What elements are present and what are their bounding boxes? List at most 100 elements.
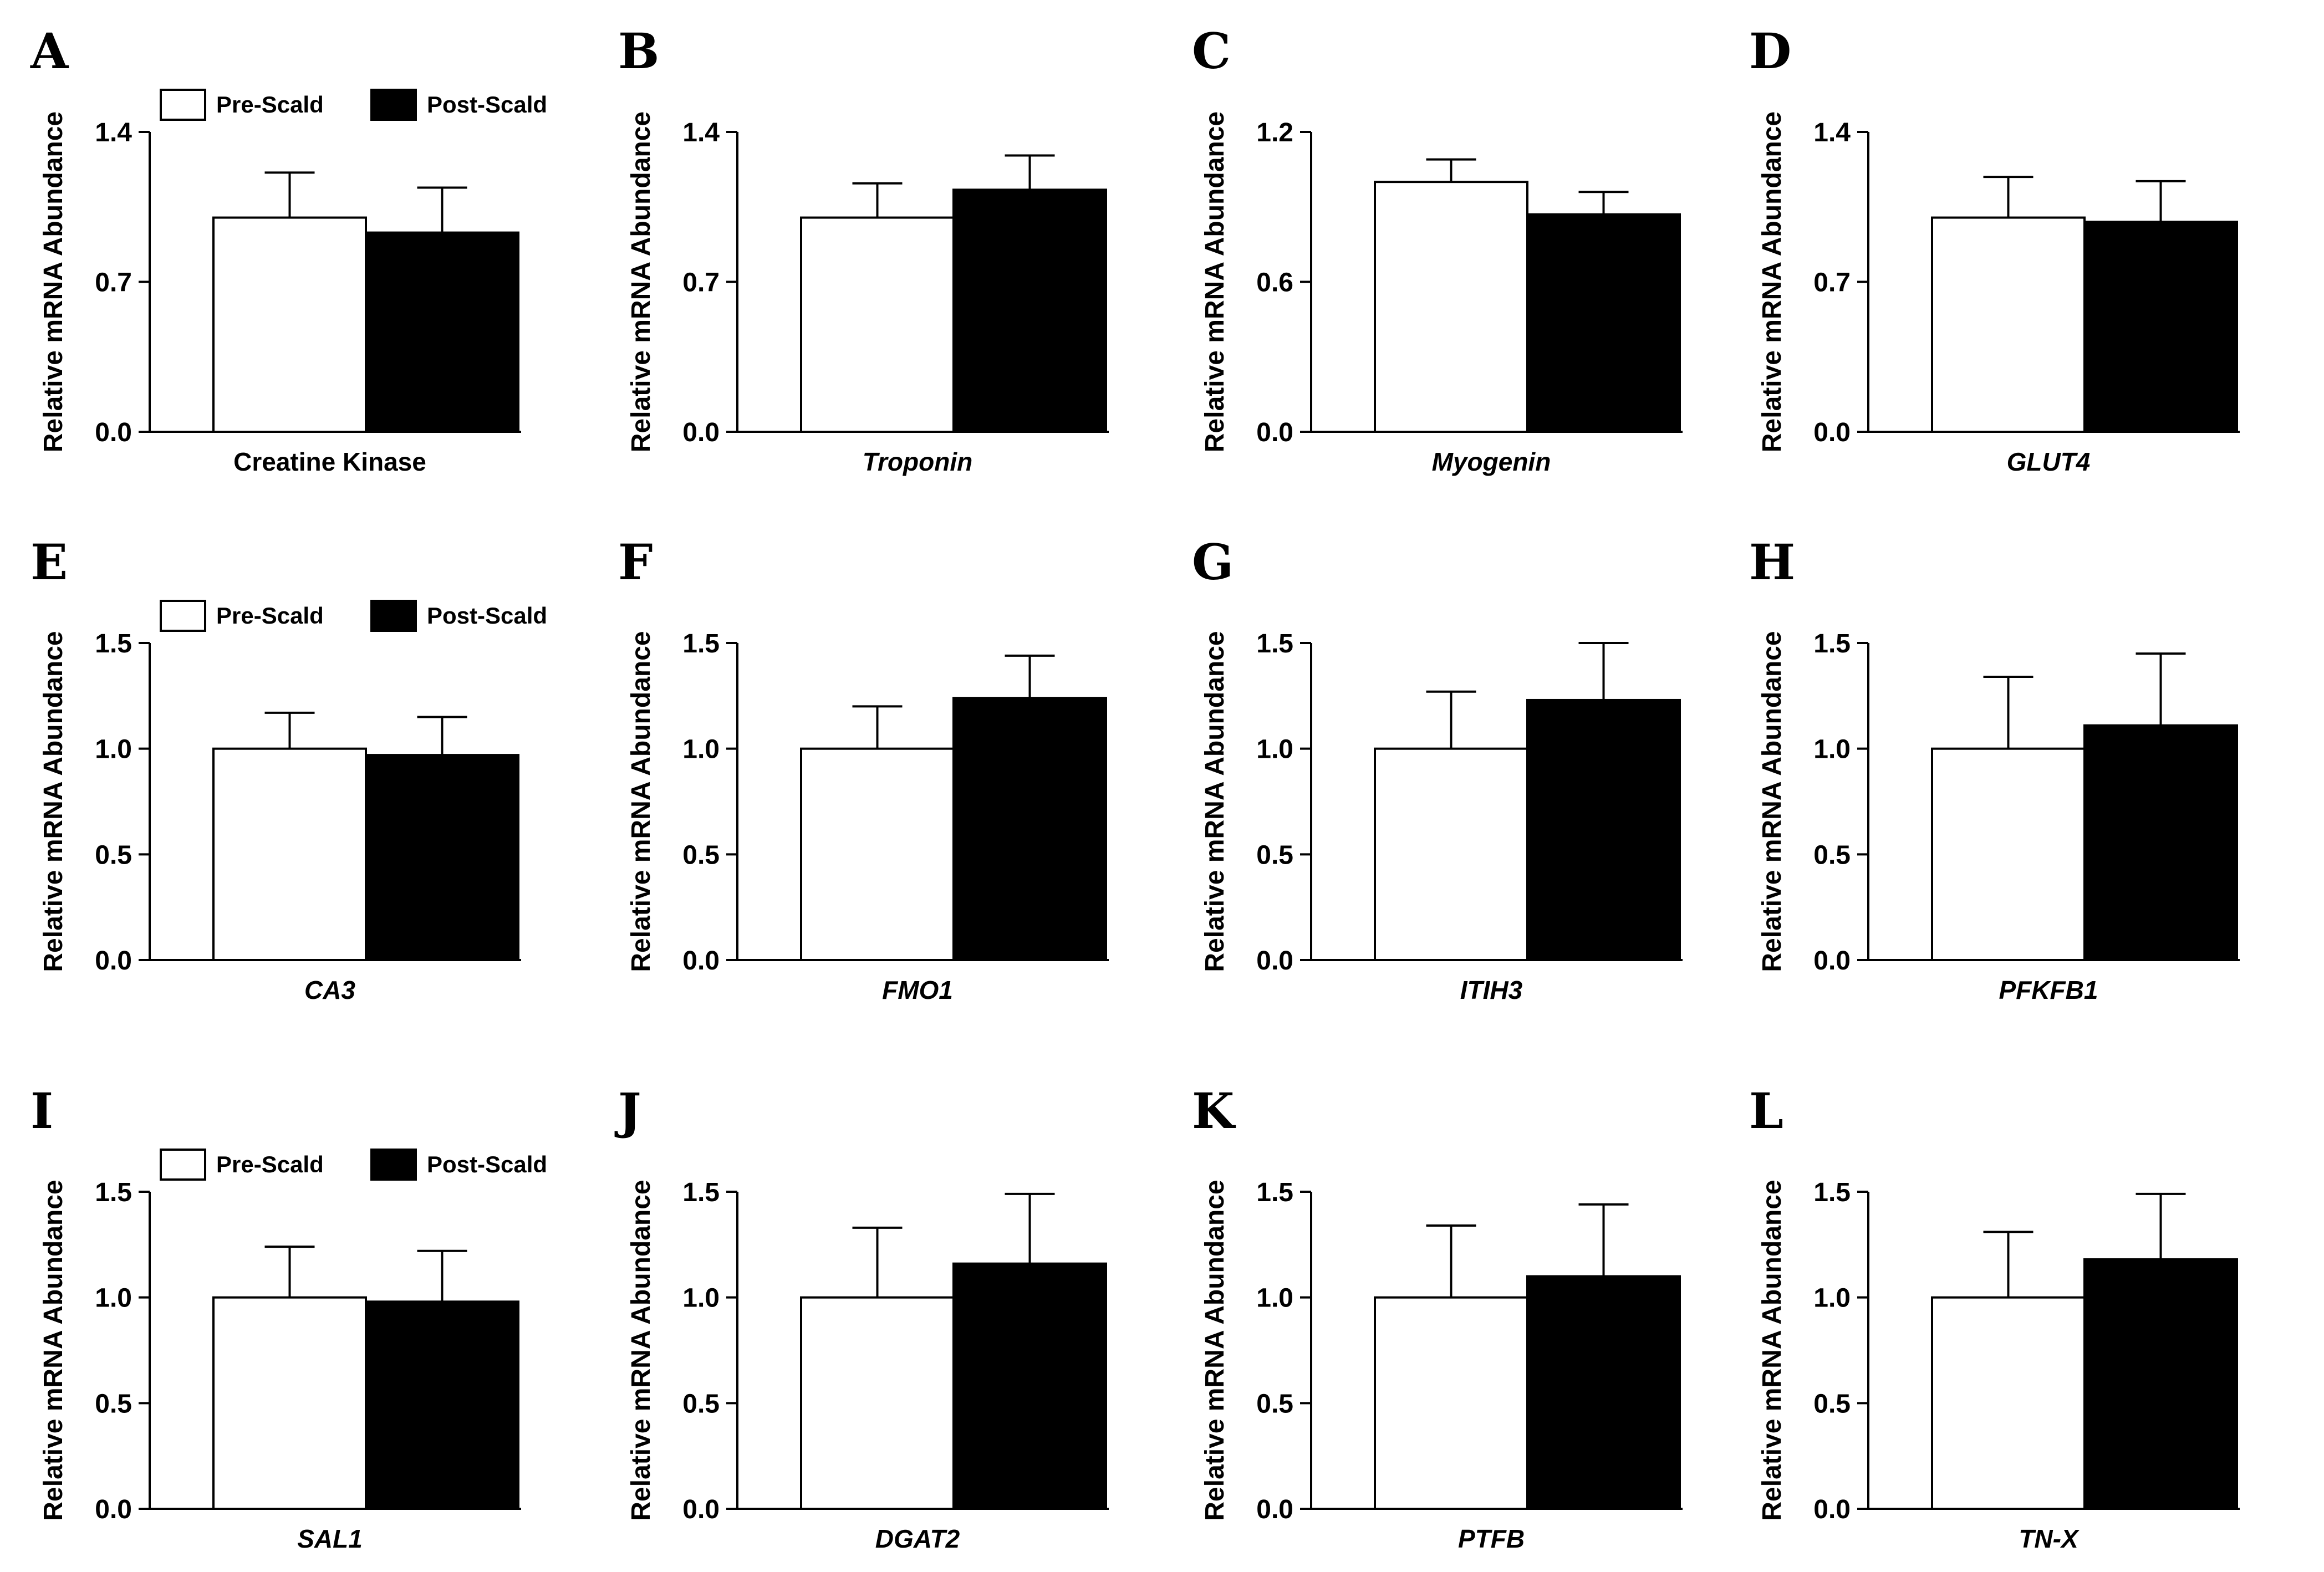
legend: Pre-Scald Post-Scald bbox=[160, 89, 547, 121]
panel-l: L Relative mRNA Abundance 0.0 0.5 1.0 1.5 TN-X bbox=[1749, 1082, 2240, 1553]
panel-letter-f: F bbox=[618, 533, 653, 591]
y-tick-label: 1.4 bbox=[95, 118, 132, 147]
panel-d: D Relative mRNA Abundance 0.0 0.7 1.4 GLUT4 bbox=[1749, 22, 2240, 476]
bar-post-scald bbox=[952, 188, 1107, 433]
y-tick-label: 0.7 bbox=[682, 268, 720, 298]
y-axis-label: Relative mRNA Abundance bbox=[1757, 1180, 1787, 1520]
y-tick-label: 1.0 bbox=[1256, 735, 1293, 764]
y-tick-label: 0.0 bbox=[1813, 418, 1851, 447]
y-tick-label: 1.4 bbox=[1813, 118, 1851, 147]
legend-label-pre-scald: Pre-Scald bbox=[216, 1151, 324, 1177]
y-tick-label: 1.0 bbox=[682, 735, 720, 764]
y-axis-label: Relative mRNA Abundance bbox=[1200, 631, 1230, 972]
bar-post-scald bbox=[365, 231, 519, 433]
y-tick-label: 0.0 bbox=[682, 1495, 720, 1524]
y-tick-label: 1.5 bbox=[1813, 629, 1851, 659]
bar-pre-scald bbox=[212, 1296, 367, 1510]
panel-letter-j: J bbox=[614, 1082, 641, 1140]
y-tick-label: 1.5 bbox=[95, 629, 132, 659]
x-axis-label: TN-X bbox=[2019, 1524, 2080, 1553]
y-tick-label: 0.0 bbox=[95, 946, 132, 976]
bar-post-scald bbox=[365, 754, 519, 962]
x-axis-label: FMO1 bbox=[882, 976, 953, 1004]
y-tick-label: 0.0 bbox=[682, 946, 720, 976]
y-axis-label: Relative mRNA Abundance bbox=[626, 111, 656, 452]
panel-c: C Relative mRNA Abundance 0.0 0.6 1.2 Myogeni… bbox=[1192, 22, 1683, 476]
bar-post-scald bbox=[2083, 724, 2238, 961]
panel-letter-a: A bbox=[30, 22, 69, 80]
y-tick-label: 0.0 bbox=[1813, 1495, 1851, 1524]
bar-post-scald bbox=[1526, 698, 1681, 961]
bar-post-scald bbox=[2083, 1258, 2238, 1510]
y-tick-label: 0.5 bbox=[1813, 1389, 1851, 1418]
y-tick-label: 0.5 bbox=[1813, 840, 1851, 870]
legend-swatch-post-scald bbox=[370, 600, 417, 632]
legend: Pre-Scald Post-Scald bbox=[160, 1149, 547, 1181]
y-axis-label: Relative mRNA Abundance bbox=[1200, 111, 1230, 452]
y-tick-label: 0.5 bbox=[95, 840, 132, 870]
legend-swatch-pre-scald bbox=[160, 600, 206, 632]
bar-post-scald bbox=[1526, 1275, 1681, 1510]
y-tick-label: 0.5 bbox=[95, 1389, 132, 1418]
legend: Pre-Scald Post-Scald bbox=[160, 600, 547, 632]
y-tick-label: 0.7 bbox=[1813, 268, 1851, 298]
bar-post-scald bbox=[952, 697, 1107, 961]
y-tick-label: 1.5 bbox=[682, 629, 720, 659]
bar-post-scald bbox=[952, 1262, 1107, 1510]
y-tick-label: 0.0 bbox=[95, 418, 132, 447]
y-tick-label: 0.0 bbox=[95, 1495, 132, 1524]
x-axis-label: CA3 bbox=[304, 976, 355, 1004]
y-axis-label: Relative mRNA Abundance bbox=[626, 631, 656, 972]
y-axis-label: Relative mRNA Abundance bbox=[39, 631, 68, 972]
y-axis-label: Relative mRNA Abundance bbox=[1200, 1180, 1230, 1520]
y-axis-label: Relative mRNA Abundance bbox=[1757, 631, 1787, 972]
panel-letter-c: C bbox=[1192, 22, 1231, 80]
y-tick-label: 0.0 bbox=[1256, 418, 1293, 447]
legend-label-pre-scald: Pre-Scald bbox=[216, 91, 324, 118]
panel-h: H Relative mRNA Abundance 0.0 0.5 1.0 1.5 PFKF… bbox=[1749, 533, 2240, 1004]
panel-letter-i: I bbox=[30, 1082, 53, 1140]
y-tick-label: 1.5 bbox=[95, 1178, 132, 1207]
y-tick-label: 0.5 bbox=[1256, 1389, 1293, 1418]
y-tick-label: 0.6 bbox=[1256, 268, 1293, 298]
y-tick-label: 0.7 bbox=[95, 268, 132, 298]
x-axis-label: SAL1 bbox=[297, 1524, 363, 1553]
bar-pre-scald bbox=[1374, 181, 1528, 433]
y-axis-label: Relative mRNA Abundance bbox=[39, 111, 68, 452]
bar-post-scald bbox=[365, 1300, 519, 1510]
y-tick-label: 1.0 bbox=[95, 735, 132, 764]
x-axis-label: Myogenin bbox=[1432, 447, 1551, 476]
y-tick-label: 0.0 bbox=[1256, 946, 1293, 976]
y-tick-label: 1.5 bbox=[1256, 629, 1293, 659]
panel-letter-k: K bbox=[1192, 1082, 1236, 1140]
y-tick-label: 0.5 bbox=[1256, 840, 1293, 870]
y-tick-label: 0.0 bbox=[1256, 1495, 1293, 1524]
bar-post-scald bbox=[2083, 221, 2238, 433]
bar-pre-scald bbox=[1374, 747, 1528, 961]
bar-pre-scald bbox=[800, 216, 955, 433]
x-axis-label: PTFB bbox=[1458, 1524, 1525, 1553]
panel-letter-b: B bbox=[618, 22, 659, 80]
y-axis-label: Relative mRNA Abundance bbox=[1757, 111, 1787, 452]
panel-letter-e: E bbox=[30, 533, 68, 591]
x-axis-label: GLUT4 bbox=[2007, 447, 2091, 476]
bar-pre-scald bbox=[212, 216, 367, 433]
legend-swatch-pre-scald bbox=[160, 1149, 206, 1181]
panel-f: F Relative mRNA Abundance 0.0 0.5 1.0 1.5 FMO1 bbox=[618, 533, 1109, 1004]
panel-letter-d: D bbox=[1749, 22, 1791, 80]
y-axis-label: Relative mRNA Abundance bbox=[626, 1180, 656, 1520]
panel-i: I Relative mRNA Abundance 0.0 0.5 1.0 1.5 SAL1… bbox=[30, 1082, 547, 1553]
legend-label-post-scald: Post-Scald bbox=[427, 91, 547, 118]
y-tick-label: 1.5 bbox=[1813, 1178, 1851, 1207]
x-axis-label: Troponin bbox=[863, 447, 972, 476]
y-tick-label: 0.0 bbox=[1813, 946, 1851, 976]
y-tick-label: 1.2 bbox=[1256, 118, 1293, 147]
bar-post-scald bbox=[1526, 213, 1681, 433]
panel-k: K Relative mRNA Abundance 0.0 0.5 1.0 1.5 PTFB bbox=[1192, 1082, 1683, 1553]
bar-pre-scald bbox=[800, 1296, 955, 1510]
y-tick-label: 1.5 bbox=[1256, 1178, 1293, 1207]
panel-a: A Relative mRNA Abundance 0.0 0.7 1.4 Creatin… bbox=[30, 22, 547, 476]
legend-swatch-pre-scald bbox=[160, 89, 206, 121]
x-axis-label: Creatine Kinase bbox=[233, 447, 426, 476]
bar-pre-scald bbox=[212, 747, 367, 961]
